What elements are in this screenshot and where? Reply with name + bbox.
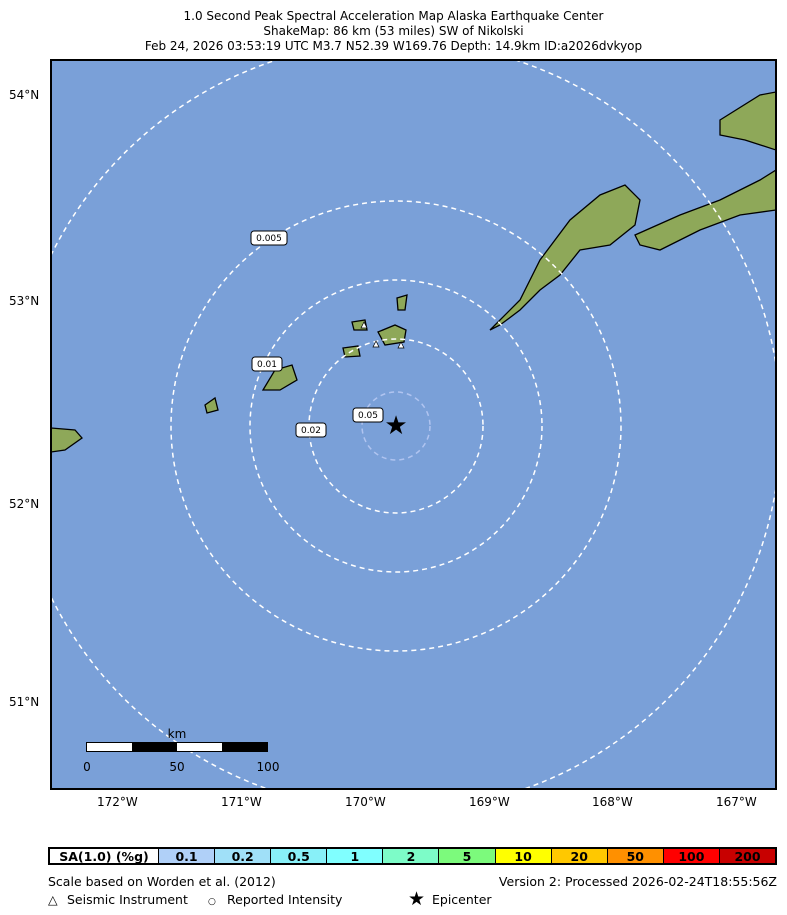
lat-label: 54°N — [9, 88, 40, 102]
shakemap[interactable]: 0.005 0.01 0.02 0.05 ★ km 0 50 100 — [0, 0, 787, 830]
title-line-1: 1.0 Second Peak Spectral Acceleration Ma… — [183, 9, 604, 23]
contours — [51, 60, 776, 789]
contour-label: 0.01 — [257, 360, 277, 370]
version-info: Version 2: Processed 2026-02-24T18:55:56… — [498, 874, 777, 889]
scale-note: Scale based on Worden et al. (2012) — [48, 874, 276, 889]
legend-bin: 200 — [718, 849, 776, 864]
seismic-legend: Seismic Instrument — [67, 892, 188, 907]
legend-bin: 0.2 — [214, 849, 271, 864]
scale-bar: km 0 50 100 — [83, 727, 279, 774]
epicenter-star-icon: ★ — [384, 411, 407, 441]
legend-bin: 100 — [662, 849, 719, 864]
svg-text:100: 100 — [257, 760, 280, 774]
svg-text:0: 0 — [83, 760, 91, 774]
legend-bin: 2 — [382, 849, 439, 864]
lat-label: 53°N — [9, 294, 40, 308]
island-unalaska-ne — [719, 91, 776, 151]
contour-label: 0.02 — [301, 426, 321, 436]
reported-legend: Reported Intensity — [227, 892, 343, 907]
title-line-3: Feb 24, 2026 03:53:19 UTC M3.7 N52.39 W1… — [144, 39, 643, 53]
island-amlia-east — [261, 364, 298, 391]
intensity-legend: SA(1.0) (%g) 0.1 0.2 0.5 1 2 5 10 20 50 100 200 — [48, 847, 777, 865]
island-small-4 — [396, 294, 408, 311]
legend-bin: 0.1 — [158, 849, 215, 864]
island-unalaska — [634, 169, 776, 251]
lon-label: 170°W — [345, 795, 386, 809]
circle-icon: ○ — [208, 897, 216, 907]
legend-label: SA(1.0) (%g) — [50, 849, 158, 864]
legend-bin: 1 — [326, 849, 383, 864]
svg-text:50: 50 — [169, 760, 184, 774]
legend-bin: 0.5 — [270, 849, 327, 864]
legend-bin: 5 — [438, 849, 495, 864]
svg-text:km: km — [168, 727, 187, 741]
lon-label: 169°W — [469, 795, 510, 809]
legend-bin: 10 — [494, 849, 551, 864]
lat-label: 51°N — [9, 695, 40, 709]
lat-label: 52°N — [9, 497, 40, 511]
contour-label: 0.05 — [358, 411, 378, 421]
lon-label: 172°W — [97, 795, 138, 809]
island-west — [51, 427, 83, 453]
seismic-instruments — [360, 321, 405, 349]
ocean — [51, 60, 776, 789]
contour-label: 0.005 — [256, 234, 282, 244]
island-umnak — [489, 184, 641, 331]
title-line-2: ShakeMap: 86 km (53 miles) SW of Nikolsk… — [263, 24, 524, 38]
lon-label: 171°W — [221, 795, 262, 809]
lon-label: 167°W — [716, 795, 757, 809]
triangle-icon: △ — [48, 892, 58, 907]
map-frame — [50, 59, 777, 790]
legend-bin: 50 — [606, 849, 663, 864]
lon-label: 168°W — [592, 795, 633, 809]
star-icon: ★ — [408, 888, 426, 910]
island-small-1 — [204, 396, 219, 414]
epicenter-legend: Epicenter — [432, 892, 492, 907]
legend-bin: 20 — [550, 849, 607, 864]
